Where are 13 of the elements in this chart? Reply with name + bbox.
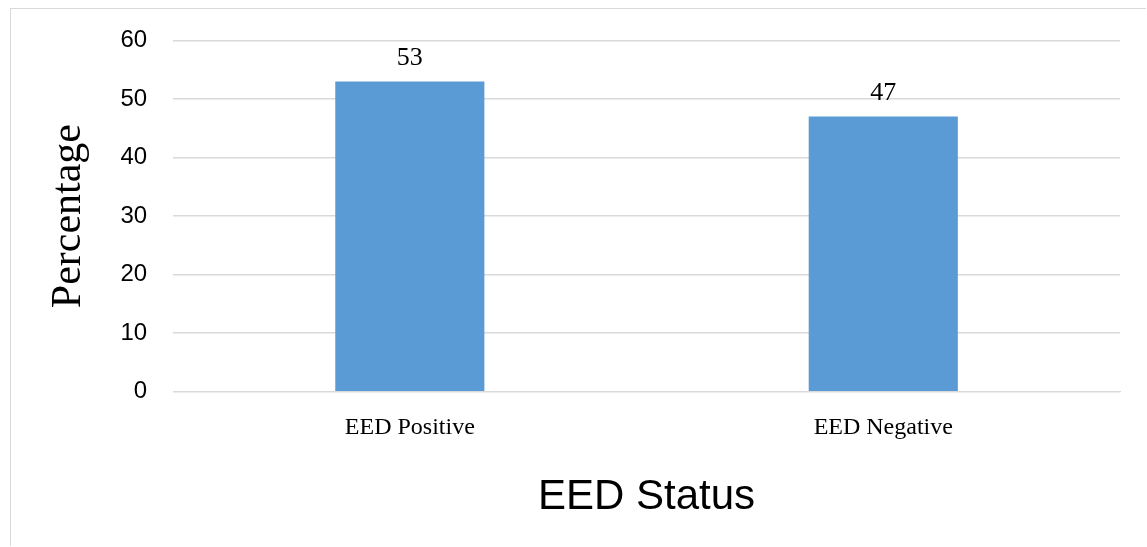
x-axis-title: EED Status <box>537 471 756 519</box>
y-tick-label: 40 <box>120 142 148 170</box>
y-axis-title: Percentage <box>43 123 90 309</box>
y-tick-label: 30 <box>120 200 148 228</box>
y-tick-label: 20 <box>120 259 148 287</box>
y-tick-label: 0 <box>133 376 148 404</box>
x-tick-label: EED Negative <box>813 413 953 440</box>
y-tick-label: 10 <box>120 317 148 345</box>
data-label: 47 <box>870 77 897 107</box>
data-label: 53 <box>396 42 423 72</box>
y-tick-label: 60 <box>120 25 148 53</box>
y-tick-label: 50 <box>120 83 148 111</box>
x-tick-label: EED Positive <box>344 413 475 440</box>
